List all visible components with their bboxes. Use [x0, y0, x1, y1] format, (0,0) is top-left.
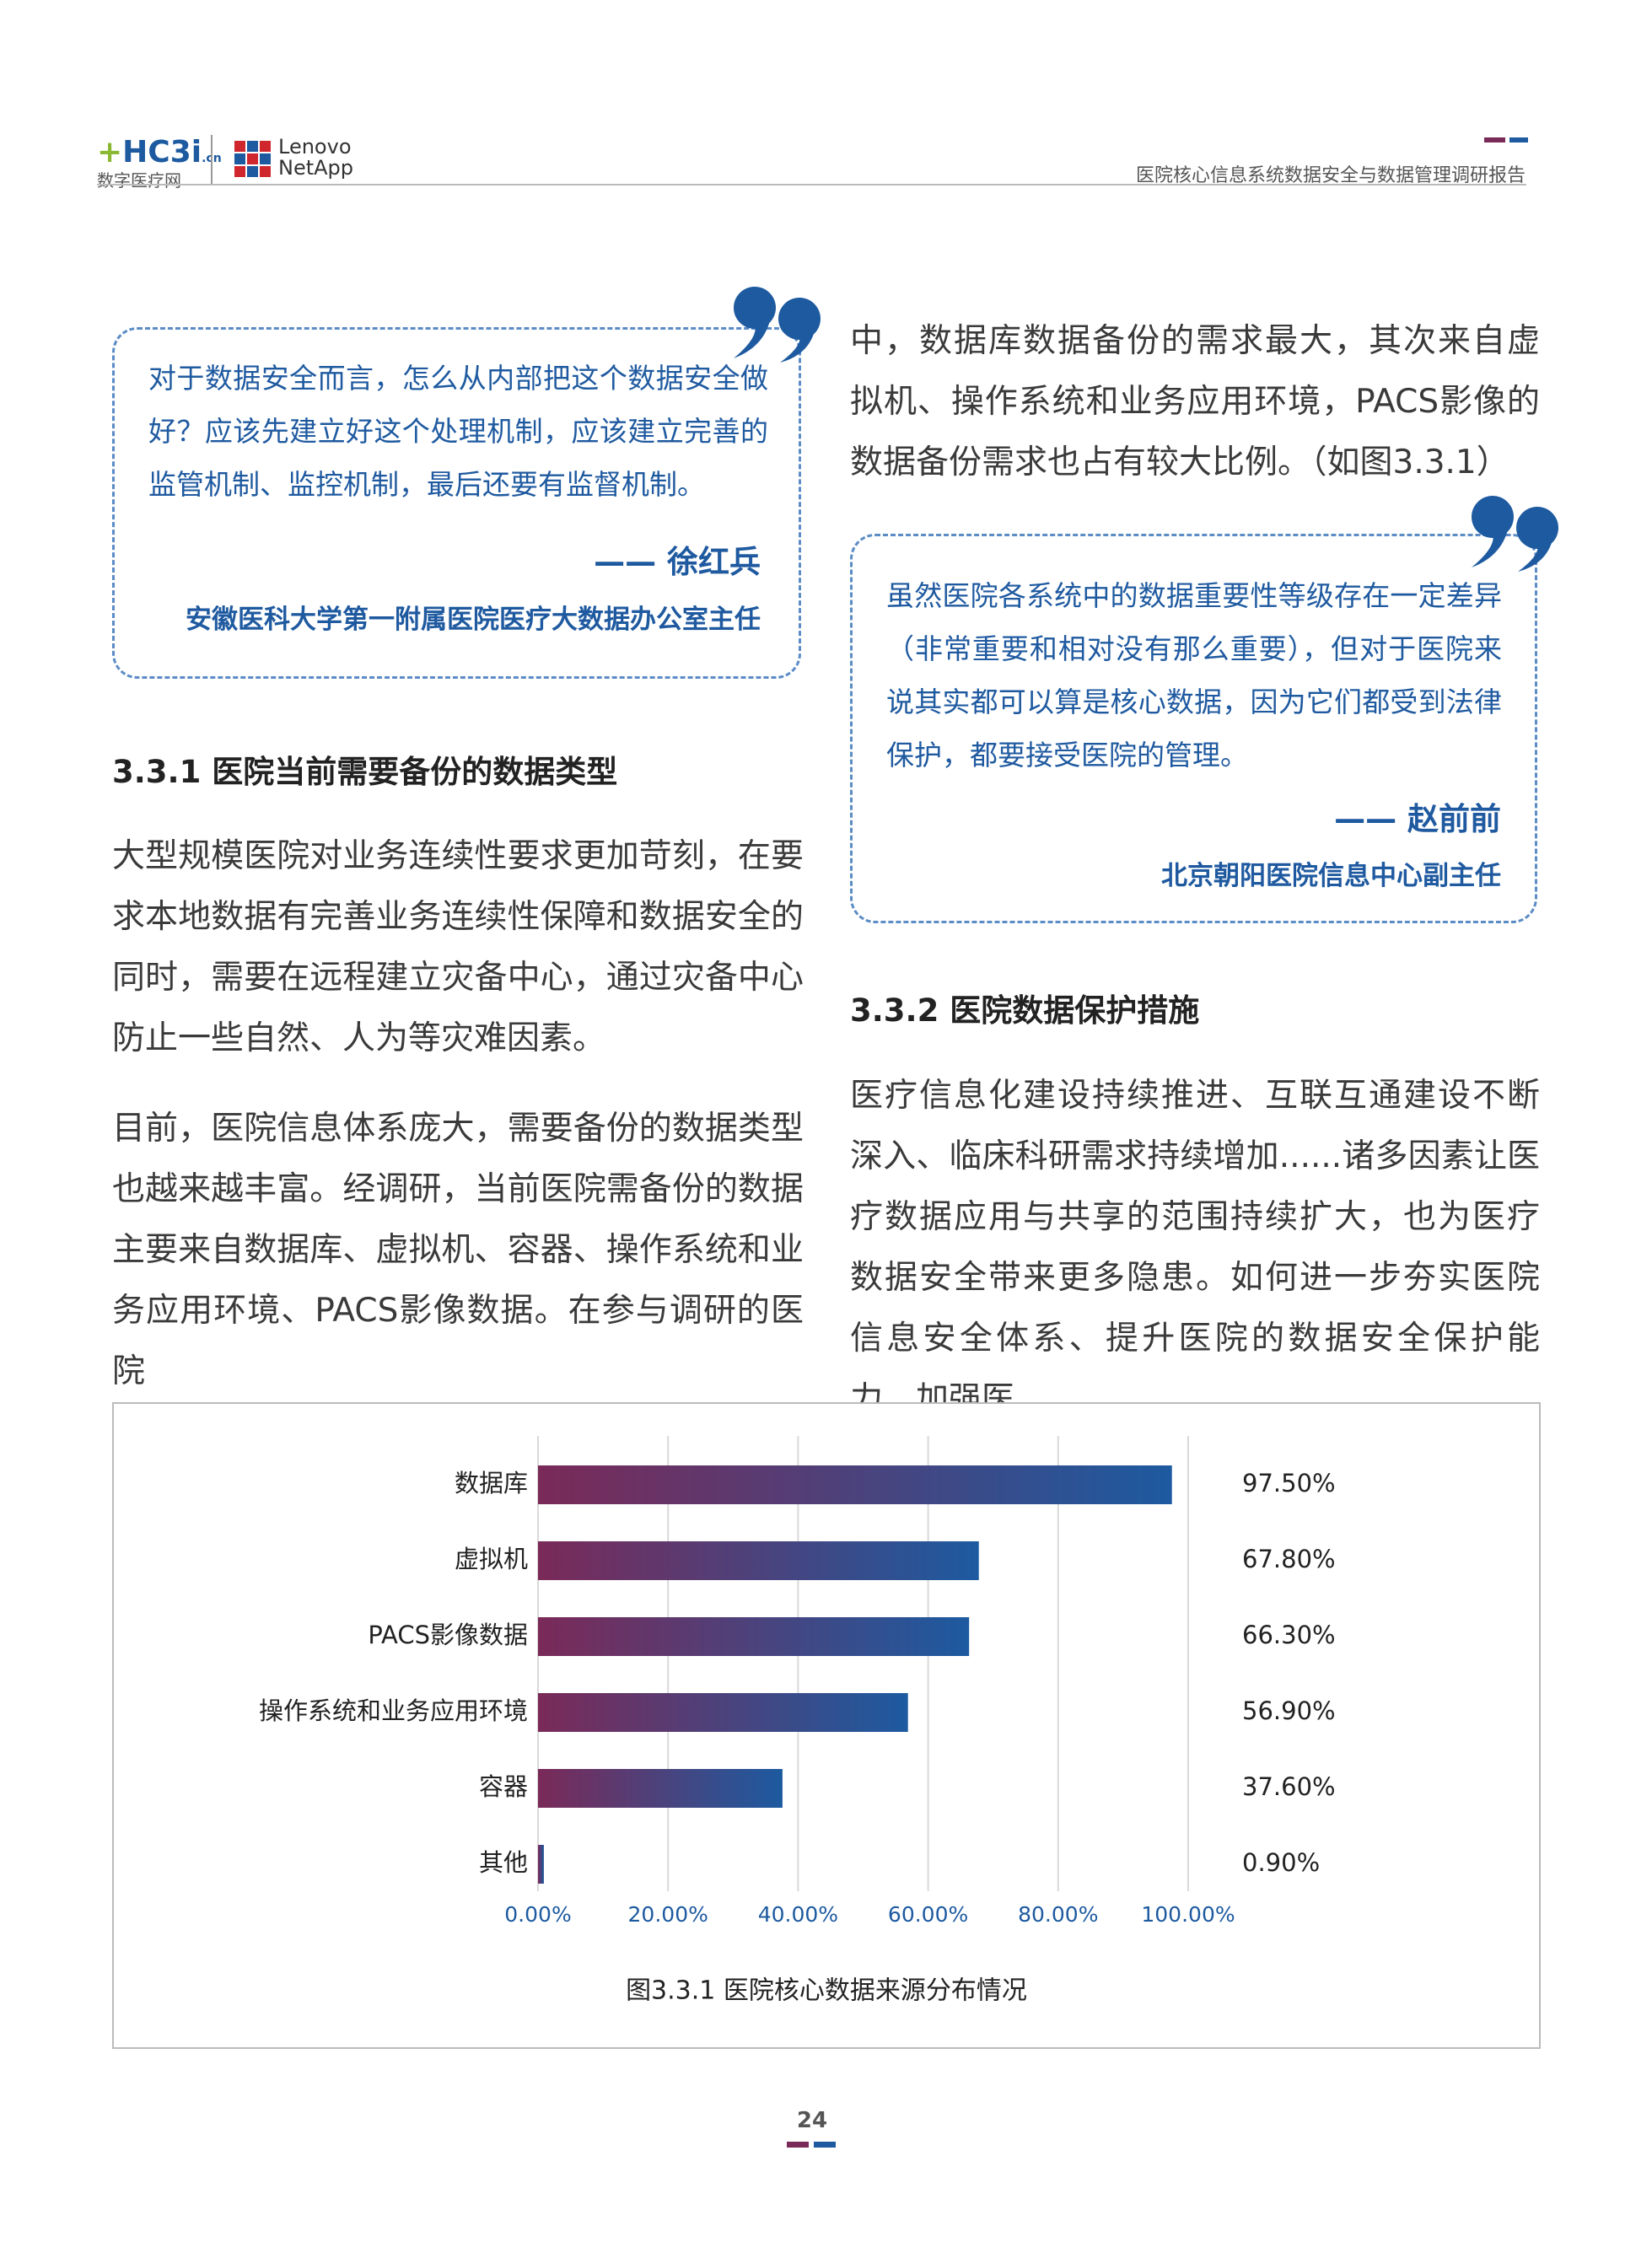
y-tick-label: 虚拟机 — [455, 1545, 528, 1573]
chart-caption: 图3.3.1 医院核心数据来源分布情况 — [626, 1976, 1027, 2006]
value-label: 66.30% — [1242, 1621, 1336, 1649]
section-heading: 3.3.2 医院数据保护措施 — [850, 992, 1200, 1029]
divider — [211, 135, 213, 184]
quote-author: —— 赵前前 — [1334, 801, 1501, 837]
logo-main: +HC3i.cn — [97, 135, 222, 169]
quote-box: 虽然医院各系统中的数据重要性等级存在一定差异（非常重要和相对没有那么重要），但对… — [850, 534, 1537, 923]
deco-bar — [787, 2142, 809, 2148]
x-tick-label: 80.00% — [1018, 1902, 1098, 1927]
quote-mark — [734, 287, 821, 363]
deco-bar — [814, 2142, 836, 2148]
value-label: 37.60% — [1242, 1772, 1336, 1801]
bar — [538, 1465, 1172, 1504]
report-title: 医院核心信息系统数据安全与数据管理调研报告 — [1135, 165, 1526, 186]
bar — [538, 1769, 783, 1808]
value-label: 56.90% — [1242, 1696, 1336, 1725]
section-heading: 3.3.1 医院当前需要备份的数据类型 — [112, 754, 618, 790]
bar — [538, 1693, 908, 1732]
quote-author: —— 徐红兵 — [594, 544, 761, 580]
partner-1: Lenovo — [278, 135, 352, 159]
quote-box: 对于数据安全而言，怎么从内部把这个数据安全做好？应该先建立好这个处理机制，应该建… — [112, 327, 801, 679]
quote-mark — [1472, 496, 1558, 572]
deco-bar — [1484, 137, 1505, 142]
x-tick-label: 20.00% — [628, 1902, 708, 1927]
quote-role: 北京朝阳医院信息中心副主任 — [1161, 861, 1501, 891]
value-label: 97.50% — [1242, 1469, 1336, 1497]
y-tick-label: 其他 — [479, 1848, 528, 1877]
x-tick-label: 60.00% — [888, 1902, 968, 1927]
value-label: 0.90% — [1242, 1848, 1320, 1877]
y-tick-label: PACS影像数据 — [368, 1621, 528, 1649]
logo-sub: 数字医疗网 — [97, 170, 181, 191]
page-number: 24 — [796, 2108, 828, 2133]
quote-role: 安徽医科大学第一附属医院医疗大数据办公室主任 — [186, 605, 761, 635]
chart: 0.00% 20.00% 40.00% 60.00% 80.00% 100.00% 数据库 9… — [112, 1402, 1541, 2049]
x-tick-label: 0.00% — [504, 1902, 571, 1927]
paragraph: 医疗信息化建设持续推进、互联互通建设不断深入、临床科研需求持续增加......诸… — [850, 1077, 1540, 1418]
bar — [538, 1617, 970, 1656]
y-tick-label: 容器 — [479, 1772, 528, 1801]
partner-2: NetApp — [278, 156, 354, 180]
partner-logo — [234, 141, 271, 177]
partner-names: Lenovo NetApp — [278, 137, 353, 179]
x-tick-label: 40.00% — [758, 1902, 838, 1927]
paragraph: 中，数据库数据备份的需求最大，其次来自虚拟机、操作系统和业务应用环境，PACS影… — [850, 322, 1540, 481]
paragraph: 目前，医院信息体系庞大，需要备份的数据类型也越来越丰富。经调研，当前医院需备份的… — [112, 1110, 804, 1390]
logo-text: HC3i — [122, 135, 202, 169]
paragraph: 大型规模医院对业务连续性要求更加苛刻，在要求本地数据有完善业务连续性保障和数据安… — [112, 837, 804, 1057]
header-rule — [97, 184, 1526, 185]
quote-text: 对于数据安全而言，怎么从内部把这个数据安全做好？应该先建立好这个处理机制，应该建… — [148, 362, 768, 501]
value-label: 67.80% — [1242, 1545, 1336, 1573]
y-tick-label: 操作系统和业务应用环境 — [259, 1696, 528, 1725]
bar — [538, 1845, 544, 1884]
y-tick-label: 数据库 — [455, 1469, 528, 1497]
x-tick-label: 100.00% — [1141, 1902, 1235, 1927]
deco-bar — [1509, 137, 1528, 142]
bar — [538, 1541, 979, 1580]
quote-text: 虽然医院各系统中的数据重要性等级存在一定差异（非常重要和相对没有那么重要），但对… — [886, 579, 1502, 772]
